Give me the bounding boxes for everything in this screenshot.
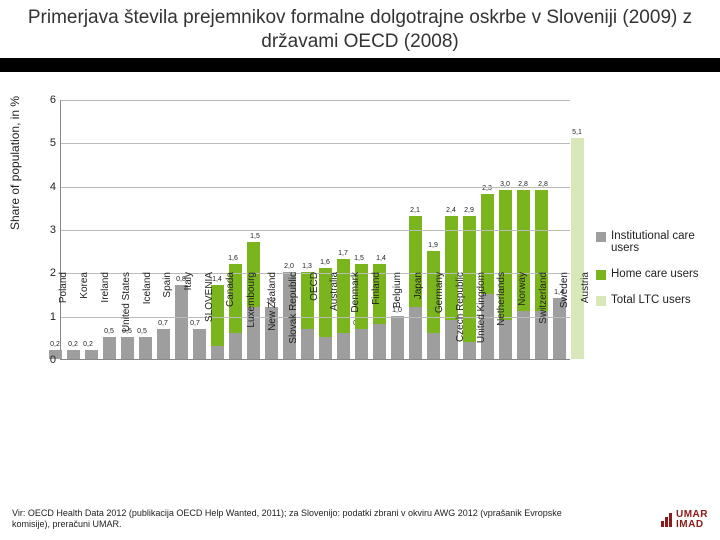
legend-label: Total LTC users: [611, 294, 691, 306]
data-label: 1,5: [354, 255, 364, 262]
data-label: 1,4: [376, 255, 386, 262]
data-label: 1,7: [338, 250, 348, 257]
page-title: Primerjava števila prejemnikov formalne …: [20, 6, 700, 54]
data-label: 1,5: [250, 233, 260, 240]
data-label: 5,1: [572, 129, 582, 136]
xtick-label: Denmark: [350, 272, 361, 362]
logo-text: UMARIMAD: [676, 510, 708, 530]
xtick-label: Sweden: [559, 272, 570, 362]
xtick-label: Norway: [517, 272, 528, 362]
xtick-label: Poland: [58, 272, 69, 362]
data-label: 1,9: [428, 242, 438, 249]
data-label: 1,6: [228, 255, 238, 262]
legend-swatch: [596, 296, 606, 306]
xtick-label: Korea: [79, 272, 90, 362]
legend-label: Institutional care users: [611, 230, 714, 254]
data-label: 1,6: [320, 259, 330, 266]
grid-line: [61, 230, 570, 231]
grid-line: [61, 187, 570, 188]
source-footer: Vir: OECD Health Data 2012 (publikacija …: [12, 508, 572, 530]
xtick-label: Finland: [371, 272, 382, 362]
ytick-label: 1: [40, 311, 56, 323]
xtick-label: SLOVENIA: [204, 272, 215, 362]
ytick-label: 3: [40, 224, 56, 236]
chart-container: Share of population, in % 0,20,20,20,50,…: [0, 100, 720, 490]
legend-item: Institutional care users: [596, 230, 714, 254]
xtick-label: Germany: [434, 272, 445, 362]
xtick-label: New Zealand: [267, 272, 278, 362]
xtick-label: Luxembourg: [246, 272, 257, 362]
legend-item: Total LTC users: [596, 294, 714, 306]
legend: Institutional care users Home care users T…: [596, 230, 714, 320]
data-label: 0,2: [68, 341, 78, 348]
xtick-label: Japan: [413, 272, 424, 362]
logo-bars-icon: [661, 513, 672, 527]
legend-swatch: [596, 270, 606, 280]
legend-label: Home care users: [611, 268, 699, 280]
xtick-label: United Kingdom: [476, 272, 487, 362]
umar-logo: UMARIMAD: [661, 510, 708, 530]
xtick-label: Austria: [580, 272, 591, 362]
xtick-label: Czech Republic: [455, 272, 466, 362]
xtick-label: Switzerland: [538, 272, 549, 362]
xtick-label: Canada: [225, 272, 236, 362]
ytick-label: 4: [40, 181, 56, 193]
xtick-label: Slovak Republic: [288, 272, 299, 362]
ytick-label: 6: [40, 94, 56, 106]
xtick-label: Belgium: [392, 272, 403, 362]
grid-line: [61, 100, 570, 101]
data-label: 2,9: [464, 207, 474, 214]
legend-swatch: [596, 232, 606, 242]
xtick-label: Italy: [183, 272, 194, 362]
ytick-label: 0: [40, 354, 56, 366]
xtick-label: Spain: [162, 272, 173, 362]
xtick-label: Ireland: [100, 272, 111, 362]
data-label: 2,0: [284, 263, 294, 270]
xtick-label: Australia: [329, 272, 340, 362]
xtick-label: OECD: [309, 272, 320, 362]
title-band: Primerjava števila prejemnikov formalne …: [0, 0, 720, 58]
data-label: 1,3: [302, 263, 312, 270]
grid-line: [61, 143, 570, 144]
ytick-label: 5: [40, 137, 56, 149]
y-axis-label: Share of population, in %: [8, 96, 22, 230]
xtick-label: United States: [121, 272, 132, 362]
data-label: 2,4: [446, 207, 456, 214]
black-band: [0, 58, 720, 72]
xtick-label: Iceland: [142, 272, 153, 362]
legend-item: Home care users: [596, 268, 714, 280]
data-label: 2,1: [410, 207, 420, 214]
xtick-label: Netherlands: [496, 272, 507, 362]
ytick-label: 2: [40, 267, 56, 279]
